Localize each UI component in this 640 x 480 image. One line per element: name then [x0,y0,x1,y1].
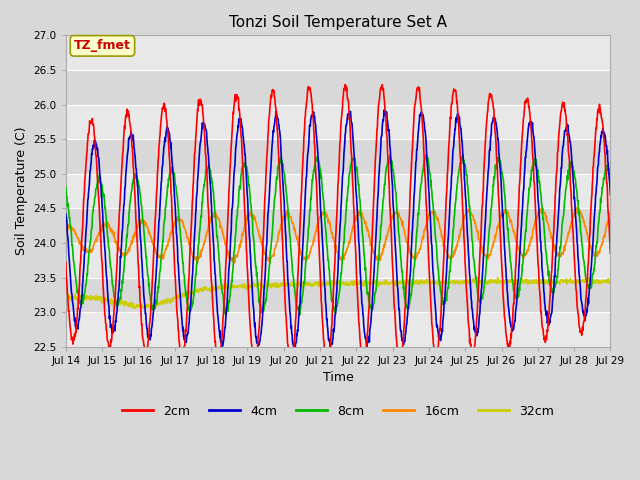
X-axis label: Time: Time [323,372,353,384]
Bar [66,139,611,174]
Bar [66,174,611,208]
Bar [66,36,611,70]
Bar [66,277,611,312]
Title: Tonzi Soil Temperature Set A: Tonzi Soil Temperature Set A [229,15,447,30]
Bar [66,312,611,347]
Text: TZ_fmet: TZ_fmet [74,39,131,52]
Bar [66,243,611,277]
Legend: 2cm, 4cm, 8cm, 16cm, 32cm: 2cm, 4cm, 8cm, 16cm, 32cm [117,400,559,423]
Bar [66,70,611,105]
Bar [66,105,611,139]
Bar [66,208,611,243]
Y-axis label: Soil Temperature (C): Soil Temperature (C) [15,127,28,255]
